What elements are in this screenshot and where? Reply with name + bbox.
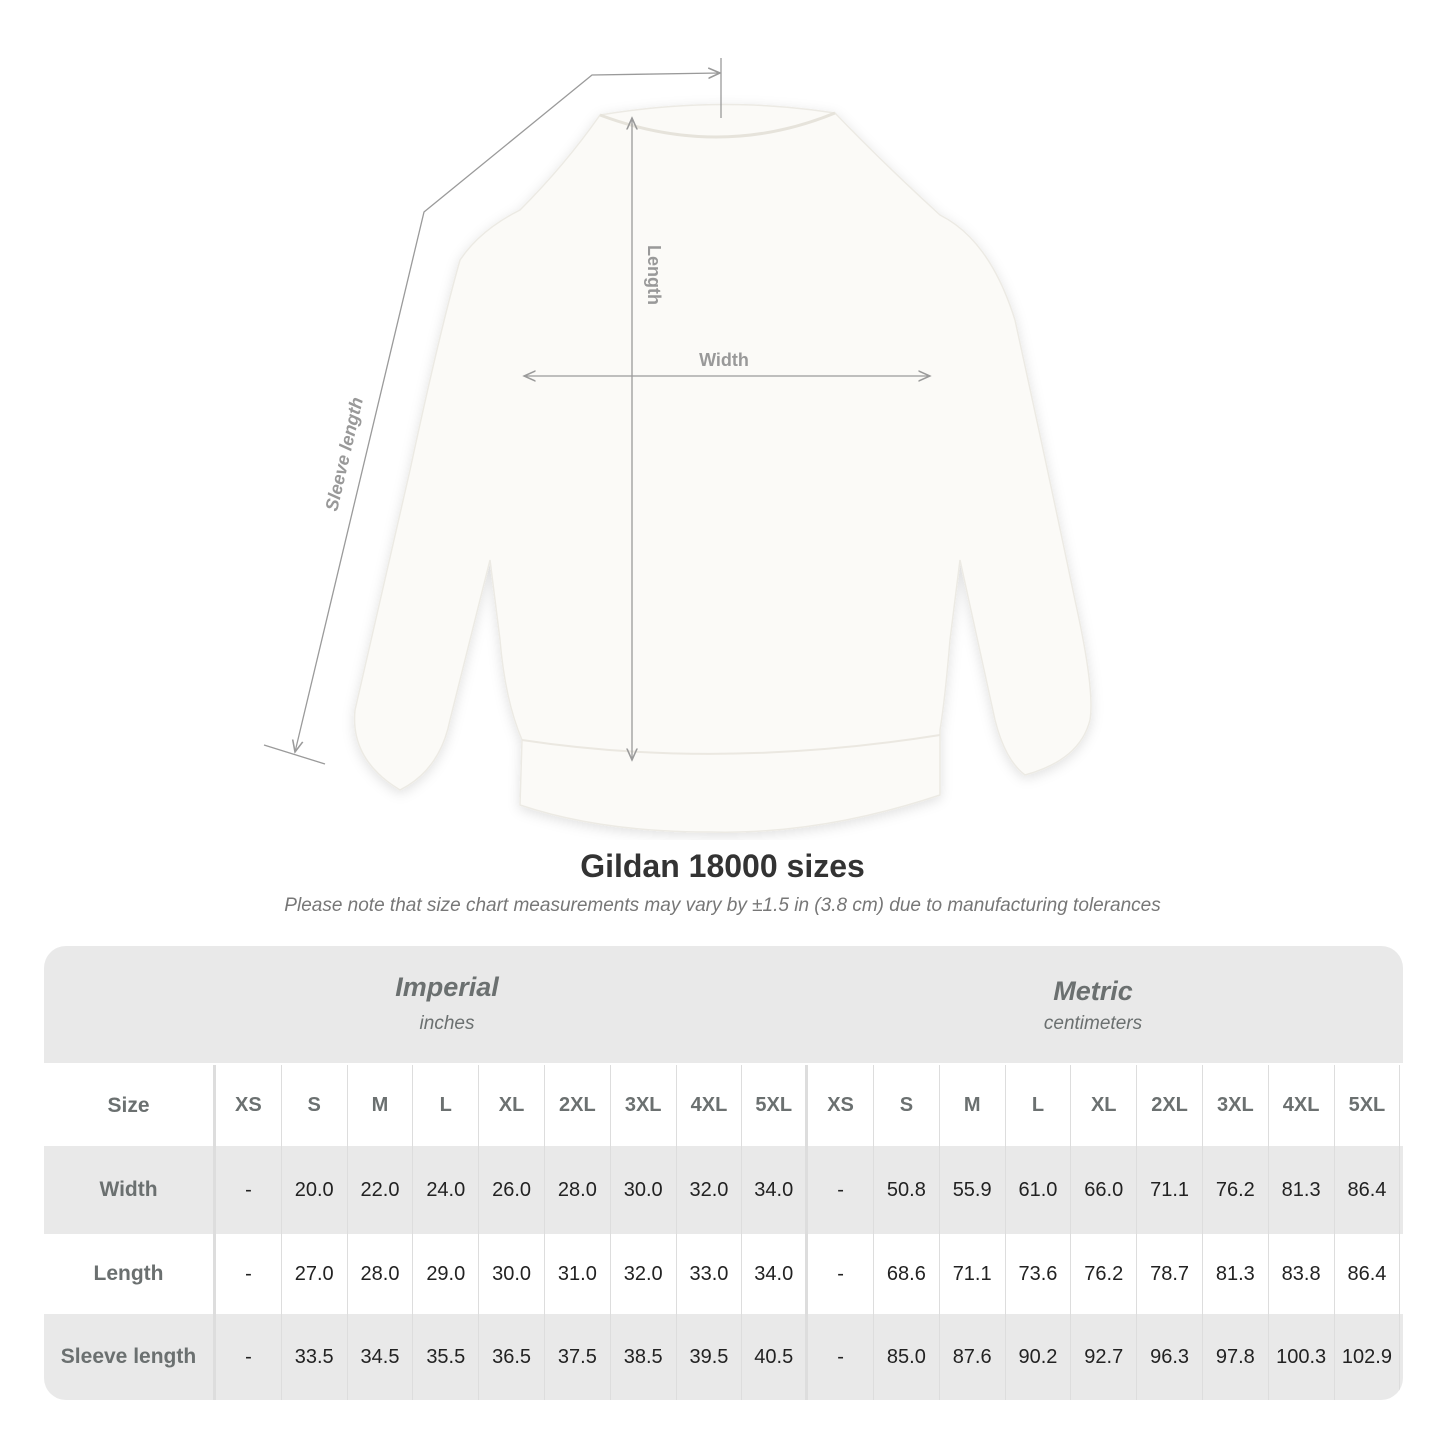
size-column-header: 3XL bbox=[1203, 1065, 1269, 1146]
table-row: Sleeve length -33.5 34.5 35.5 36.5 37.5 38.5 39… bbox=[44, 1314, 1403, 1400]
table-cell: - bbox=[808, 1234, 874, 1314]
table-row: Length -27.0 28.0 29.0 30.0 31.0 32.0 33.0 34.0-… bbox=[44, 1234, 1403, 1314]
table-cell: 71.1 bbox=[1137, 1146, 1203, 1234]
size-column-header: 5XL bbox=[1335, 1065, 1401, 1146]
width-label: Width bbox=[699, 350, 749, 370]
table-cell: 36.5 bbox=[479, 1314, 545, 1400]
table-cell: 78.7 bbox=[1137, 1234, 1203, 1314]
size-column-header: XL bbox=[1071, 1065, 1138, 1146]
size-column-header: 4XL bbox=[1269, 1065, 1335, 1146]
size-column-header: M bbox=[348, 1065, 414, 1146]
table-cell: 34.0 bbox=[742, 1146, 809, 1234]
table-cell: 102.9 bbox=[1335, 1314, 1401, 1400]
table-cell: 96.3 bbox=[1137, 1314, 1203, 1400]
table-cell: 73.6 bbox=[1006, 1234, 1072, 1314]
table-cell: 33.0 bbox=[677, 1234, 743, 1314]
table-cell: 33.5 bbox=[282, 1314, 348, 1400]
table-cell: 20.0 bbox=[282, 1146, 348, 1234]
metric-title: Metric bbox=[1053, 976, 1133, 1006]
row-label: Length bbox=[44, 1234, 216, 1314]
table-cell: - bbox=[808, 1314, 874, 1400]
table-cell: 35.5 bbox=[413, 1314, 480, 1400]
table-cell: 92.7 bbox=[1071, 1314, 1138, 1400]
table-cell: 55.9 bbox=[940, 1146, 1006, 1234]
size-column-header: 4XL bbox=[677, 1065, 743, 1146]
table-cell: 87.6 bbox=[940, 1314, 1006, 1400]
table-cell: 37.5 bbox=[545, 1314, 611, 1400]
table-cell: 28.0 bbox=[348, 1234, 414, 1314]
table-cell: 76.2 bbox=[1071, 1234, 1138, 1314]
table-cell: 61.0 bbox=[1006, 1146, 1072, 1234]
size-column-header: XL bbox=[479, 1065, 545, 1146]
table-cell: 81.3 bbox=[1269, 1146, 1335, 1234]
table-cell: 100.3 bbox=[1269, 1314, 1335, 1400]
size-column-header: XS bbox=[216, 1065, 282, 1146]
table-cell: 34.0 bbox=[742, 1234, 809, 1314]
tolerance-note: Please note that size chart measurements… bbox=[284, 895, 1161, 916]
row-label: Sleeve length bbox=[44, 1314, 216, 1400]
size-header-row: Size XS S M L XL 2XL 3XL 4XL 5XL XS S M L XL 2XL 3XL 4XL 5… bbox=[44, 1065, 1403, 1146]
table-cell: 50.8 bbox=[874, 1146, 940, 1234]
size-column-header: 2XL bbox=[545, 1065, 611, 1146]
table-cell: 34.5 bbox=[348, 1314, 414, 1400]
table-cell: 27.0 bbox=[282, 1234, 348, 1314]
table-cell: 71.1 bbox=[940, 1234, 1006, 1314]
size-column-header: XS bbox=[808, 1065, 874, 1146]
size-table: Imperial inches Metric centimeters Size X… bbox=[44, 946, 1403, 1400]
table-cell: 83.8 bbox=[1269, 1234, 1335, 1314]
sleeve-length-line bbox=[263, 58, 722, 765]
table-cell: - bbox=[216, 1234, 282, 1314]
imperial-header: Imperial inches bbox=[216, 972, 678, 1035]
table-cell: 86.4 bbox=[1335, 1146, 1401, 1234]
size-column-header: L bbox=[413, 1065, 480, 1146]
table-cell: 97.8 bbox=[1203, 1314, 1269, 1400]
size-column-header: M bbox=[940, 1065, 1006, 1146]
size-column-header: 2XL bbox=[1137, 1065, 1203, 1146]
table-cell: 29.0 bbox=[413, 1234, 480, 1314]
imperial-unit: inches bbox=[419, 1013, 475, 1034]
sleeve-length-label: Sleeve length bbox=[321, 395, 367, 513]
table-cell: 28.0 bbox=[545, 1146, 611, 1234]
table-cell: 76.2 bbox=[1203, 1146, 1269, 1234]
size-column-header: S bbox=[874, 1065, 940, 1146]
table-cell: 81.3 bbox=[1203, 1234, 1269, 1314]
metric-header: Metric centimeters bbox=[808, 976, 1378, 1035]
table-cell: 90.2 bbox=[1006, 1314, 1072, 1400]
table-cell: - bbox=[216, 1314, 282, 1400]
table-cell: 26.0 bbox=[479, 1146, 545, 1234]
sweatshirt-diagram: Length Width Sleeve length bbox=[263, 58, 1092, 833]
size-column-header: S bbox=[282, 1065, 348, 1146]
size-label: Size bbox=[44, 1065, 216, 1146]
size-column-header: L bbox=[1006, 1065, 1072, 1146]
table-header-band: Imperial inches Metric centimeters bbox=[44, 946, 1403, 1063]
page-title: Gildan 18000 sizes bbox=[580, 848, 865, 884]
table-cell: 32.0 bbox=[677, 1146, 743, 1234]
table-cell: 24.0 bbox=[413, 1146, 480, 1234]
table-cell: 39.5 bbox=[677, 1314, 743, 1400]
table-cell: 38.5 bbox=[611, 1314, 677, 1400]
table-cell: 30.0 bbox=[611, 1146, 677, 1234]
imperial-title: Imperial bbox=[395, 972, 499, 1002]
table-cell: 66.0 bbox=[1071, 1146, 1138, 1234]
table-cell: 22.0 bbox=[348, 1146, 414, 1234]
size-column-header: 5XL bbox=[742, 1065, 809, 1146]
table-cell: 85.0 bbox=[874, 1314, 940, 1400]
table-cell: 86.4 bbox=[1335, 1234, 1401, 1314]
table-cell: - bbox=[808, 1146, 874, 1234]
table-cell: 31.0 bbox=[545, 1234, 611, 1314]
table-cell: 32.0 bbox=[611, 1234, 677, 1314]
table-cell: - bbox=[216, 1146, 282, 1234]
sweatshirt-image bbox=[353, 103, 1092, 833]
metric-unit: centimeters bbox=[1043, 1013, 1143, 1034]
size-column-header: 3XL bbox=[611, 1065, 677, 1146]
table-cell: 68.6 bbox=[874, 1234, 940, 1314]
length-label: Length bbox=[644, 245, 664, 305]
table-cell: 30.0 bbox=[479, 1234, 545, 1314]
table-cell: 40.5 bbox=[742, 1314, 809, 1400]
row-label: Width bbox=[44, 1146, 216, 1234]
table-row: Width -20.0 22.0 24.0 26.0 28.0 30.0 32.0 34.0-5… bbox=[44, 1146, 1403, 1234]
